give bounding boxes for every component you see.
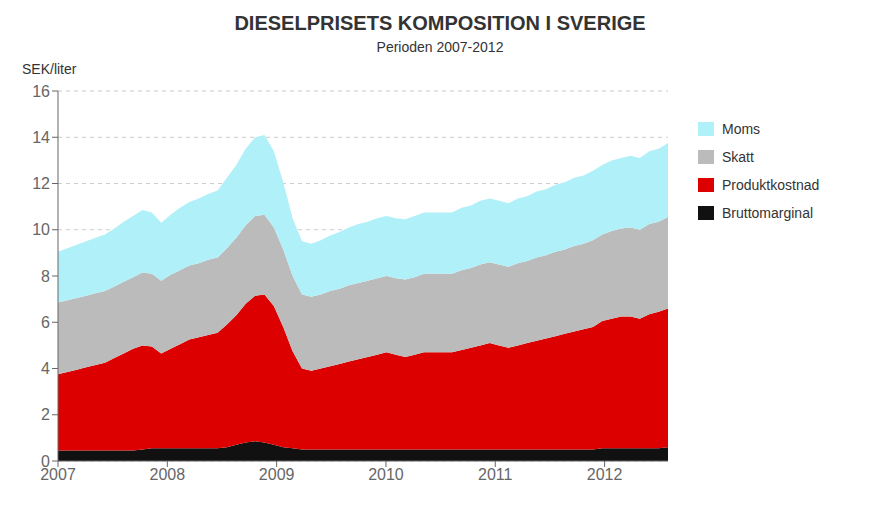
svg-text:10: 10 bbox=[32, 221, 50, 238]
svg-text:2012: 2012 bbox=[587, 466, 623, 483]
svg-text:16: 16 bbox=[32, 83, 50, 100]
svg-text:12: 12 bbox=[32, 175, 50, 192]
html-text:Moms: Moms bbox=[722, 121, 761, 137]
html-text:DIESELPRISETS KOMPOSITION I SV: DIESELPRISETS KOMPOSITION I SVERIGE bbox=[234, 12, 646, 34]
html-text:Produktkostnad: Produktkostnad bbox=[722, 177, 820, 193]
svg-text:2009: 2009 bbox=[259, 466, 295, 483]
html-text:SEK/liter: SEK/liter bbox=[22, 61, 77, 77]
svg-text:6: 6 bbox=[41, 314, 50, 331]
svg-text:4: 4 bbox=[41, 360, 50, 377]
svg-text:2008: 2008 bbox=[150, 466, 186, 483]
svg-text:2: 2 bbox=[41, 406, 50, 423]
svg-text:2010: 2010 bbox=[368, 466, 404, 483]
svg-text:0: 0 bbox=[41, 453, 50, 470]
html-text:Bruttomarginal: Bruttomarginal bbox=[722, 205, 813, 221]
svg-text:14: 14 bbox=[32, 129, 50, 146]
svg-text:2011: 2011 bbox=[478, 466, 513, 483]
html-text:Skatt: Skatt bbox=[722, 149, 754, 165]
svg-text:8: 8 bbox=[41, 268, 50, 285]
html-text:Perioden 2007-2012: Perioden 2007-2012 bbox=[376, 39, 504, 55]
svg-text:2007: 2007 bbox=[40, 466, 76, 484]
